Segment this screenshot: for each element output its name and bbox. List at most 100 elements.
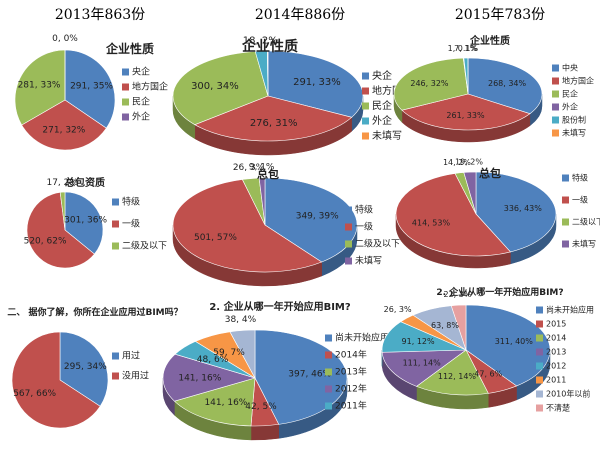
legend-swatch (362, 132, 369, 140)
value-label: 9, 1% (249, 162, 275, 172)
legend-label: 外企 (562, 102, 578, 112)
legend-label: 2013年 (335, 366, 367, 378)
legend-label: 地方国企 (562, 76, 594, 86)
value-label: 397, 46% (288, 370, 331, 380)
legend-swatch (112, 198, 119, 206)
legend-label: 央企 (372, 69, 392, 82)
legend-swatch (325, 385, 332, 393)
value-label: 349, 39% (296, 211, 339, 221)
pie-slice (463, 171, 477, 215)
pie-slice (11, 331, 101, 429)
pie-slice (162, 353, 257, 402)
pie-slice (395, 173, 512, 257)
legend-swatch (325, 368, 332, 376)
pie-slice (465, 304, 551, 387)
legend-label: 特级 (572, 173, 588, 183)
pie-slice (172, 179, 323, 273)
legend-swatch (562, 218, 569, 226)
value-label: 38, 4% (225, 315, 257, 325)
value-label: 17, 2% (46, 178, 78, 188)
value-label: 141, 16% (178, 373, 221, 383)
value-label: 276, 31% (250, 118, 298, 129)
pie-slice (258, 177, 266, 226)
pie-slice (267, 50, 364, 118)
legend-swatch (122, 83, 129, 91)
value-label: 268, 34% (488, 79, 527, 88)
legend-label: 未填写 (572, 239, 596, 249)
value-label: 0, 0% (52, 34, 78, 44)
pie-slice (381, 321, 467, 353)
legend-swatch (362, 87, 369, 95)
pie-slice (64, 191, 104, 255)
legend-label: 中央 (562, 63, 578, 73)
legend-label: 尚未开始应用 (546, 305, 594, 315)
value-label: 141, 16% (204, 398, 247, 408)
legend-swatch (552, 77, 559, 85)
legend-label: 未填写 (355, 255, 382, 267)
legend-label: 外企 (372, 114, 392, 127)
pie-slice (173, 377, 256, 427)
value-label: 414, 53% (412, 218, 451, 227)
value-label: 91, 12% (402, 337, 435, 346)
pie-slice (415, 349, 489, 396)
legend-label: 央企 (132, 66, 150, 78)
year-header: 2015年783份 (454, 7, 546, 23)
chart-title: 总包 (479, 167, 501, 180)
legend-swatch (122, 98, 129, 106)
pie-slice (254, 329, 348, 425)
chart-title: 企业性质 (242, 39, 298, 55)
legend-swatch (552, 64, 559, 72)
legend-label: 2013 (546, 348, 566, 357)
legend-swatch (362, 117, 369, 125)
chart-title: 总包资质 (65, 178, 105, 189)
value-label: 111, 14% (403, 358, 442, 367)
pie-slice (14, 49, 66, 126)
legend-label: 未填写 (562, 128, 586, 138)
legend-label: 未填写 (372, 129, 402, 142)
legend-label: 二级及以下 (355, 238, 400, 250)
legend-swatch (112, 372, 119, 380)
legend-label: 没用过 (122, 370, 149, 382)
legend-swatch (362, 72, 369, 80)
legend-label: 2011年 (335, 400, 367, 412)
legend-label: 外企 (132, 111, 150, 123)
slice-side (250, 424, 280, 441)
legend-swatch (112, 220, 119, 228)
pie-slice (393, 57, 469, 111)
value-label: 14, 2% (443, 158, 471, 167)
legend-swatch (536, 362, 543, 370)
legend-swatch (562, 240, 569, 248)
value-label: 7, 1% (454, 44, 477, 53)
year-header: 2014年886份 (254, 7, 346, 23)
value-label: 47, 6% (474, 370, 502, 379)
pie-slice (194, 95, 353, 142)
legend-label: 二级及以下 (122, 240, 167, 252)
legend-label: 尚未开始应用 (335, 332, 389, 344)
legend-swatch (325, 402, 332, 410)
legend-label: 2015 (546, 320, 566, 329)
legend-label: 2012年 (335, 383, 367, 395)
legend-label: 2011 (546, 376, 566, 385)
value-label: 271, 32% (42, 125, 85, 135)
legend-swatch (536, 348, 543, 356)
value-label: 291, 33% (293, 77, 341, 88)
chart-title: 企业性质 (470, 36, 510, 47)
value-label: 19, 2% (455, 157, 483, 166)
legend-swatch (536, 404, 543, 412)
legend-swatch (536, 320, 543, 328)
year-header: 2013年863份 (54, 7, 146, 23)
legend-swatch (536, 376, 543, 384)
legend-swatch (345, 240, 352, 248)
pie-slice (229, 329, 256, 379)
pie-slice (21, 99, 107, 151)
value-label: 520, 62% (24, 237, 67, 247)
legend-swatch (325, 334, 332, 342)
legend-label: 2014 (546, 334, 566, 343)
value-label: 48, 6% (197, 355, 229, 365)
value-label: 112, 14% (438, 372, 477, 381)
value-label: 63, 8% (431, 321, 459, 330)
legend-swatch (325, 351, 332, 359)
value-label: 336, 43% (504, 204, 543, 213)
chart-title: 2. 企业从哪一年开始应用BIM? (436, 288, 564, 298)
